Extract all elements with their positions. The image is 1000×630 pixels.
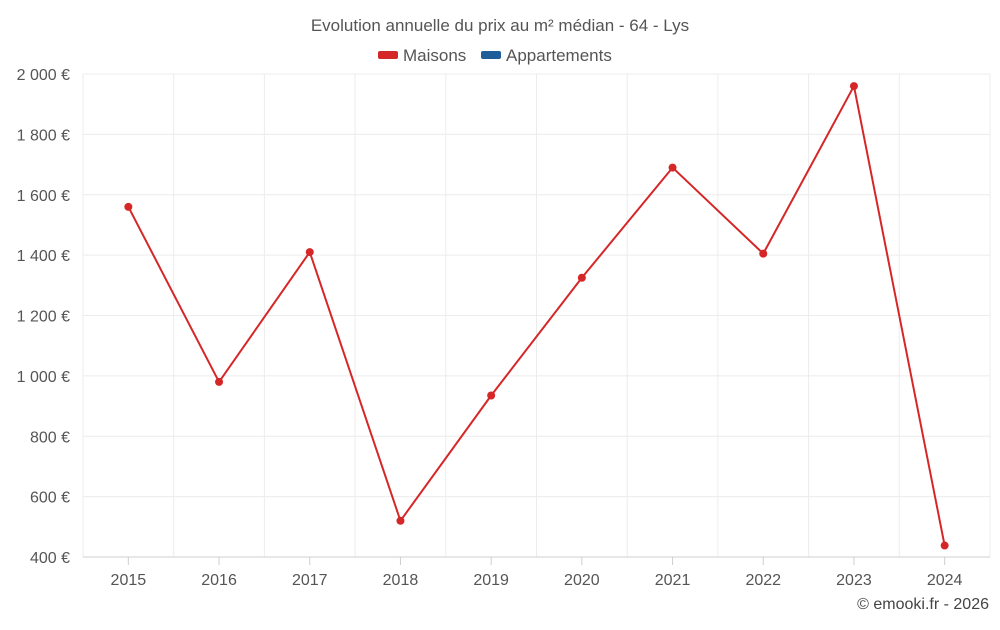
y-tick-label: 1 400 € — [17, 248, 70, 265]
data-point-maisons-2023[interactable] — [849, 82, 858, 91]
x-tick-label: 2022 — [745, 572, 781, 589]
legend-item-appartements[interactable]: Appartements — [481, 46, 612, 65]
y-tick-label: 2 000 € — [17, 67, 70, 84]
x-tick-label: 2018 — [383, 572, 419, 589]
legend-item-maisons[interactable]: Maisons — [378, 46, 466, 65]
x-tick-label: 2023 — [836, 572, 872, 589]
legend-swatch-maisons — [378, 51, 398, 59]
data-point-maisons-2015[interactable] — [124, 202, 133, 211]
data-point-maisons-2024[interactable] — [940, 541, 949, 550]
grid — [82, 73, 991, 557]
y-tick-label: 800 € — [30, 429, 70, 446]
data-point-maisons-2017[interactable] — [305, 248, 314, 257]
y-tick-label: 1 200 € — [17, 309, 70, 326]
y-tick-label: 1 000 € — [17, 369, 70, 386]
series-line-maisons — [127, 85, 946, 546]
x-tick-label: 2020 — [564, 572, 600, 589]
x-tick-label: 2017 — [292, 572, 328, 589]
x-tick-label: 2019 — [473, 572, 509, 589]
data-point-maisons-2022[interactable] — [759, 249, 768, 258]
data-point-maisons-2020[interactable] — [577, 273, 586, 282]
y-tick-label: 400 € — [30, 550, 70, 567]
y-tick-label: 1 600 € — [17, 188, 70, 205]
series-layer — [124, 82, 949, 550]
y-tick-label: 1 800 € — [17, 127, 70, 144]
legend-label-appartements: Appartements — [506, 46, 612, 65]
data-point-maisons-2019[interactable] — [487, 391, 496, 400]
x-tick-label: 2021 — [655, 572, 691, 589]
x-axis: 2015 2016 2017 2018 2019 2020 2021 2022 2023 2024 — [83, 556, 990, 589]
data-point-maisons-2016[interactable] — [215, 377, 224, 386]
data-point-maisons-2018[interactable] — [396, 516, 405, 525]
y-axis: 400 € 600 € 800 € 1 000 € 1 200 € 1 400 € 1 60… — [17, 67, 70, 567]
legend-swatch-appartements — [481, 51, 501, 59]
y-tick-label: 600 € — [30, 490, 70, 507]
legend-label-maisons: Maisons — [403, 46, 466, 65]
credit-text: © emooki.fr - 2026 — [857, 596, 989, 613]
data-point-maisons-2021[interactable] — [668, 163, 677, 172]
x-tick-label: 2015 — [111, 572, 147, 589]
x-tick-label: 2016 — [201, 572, 237, 589]
x-tick-label: 2024 — [927, 572, 963, 589]
chart-title: Evolution annuelle du prix au m² médian … — [311, 16, 689, 35]
legend: Maisons Appartements — [378, 46, 612, 65]
